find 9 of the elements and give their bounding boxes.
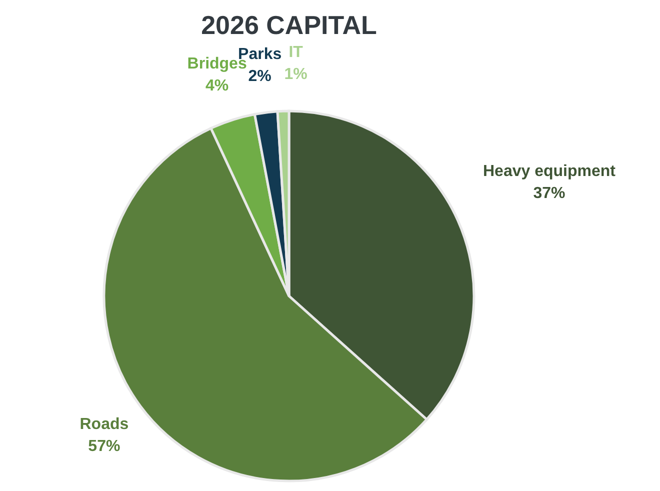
data-label: 57% xyxy=(88,438,120,455)
data-label: 4% xyxy=(206,77,229,94)
chart-title: 2026 CAPITAL xyxy=(201,10,378,40)
data-label: 1% xyxy=(284,66,308,84)
slice-label: Roads xyxy=(80,416,129,433)
slice-label: IT xyxy=(288,44,304,62)
data-label: 37% xyxy=(533,184,566,202)
data-label: 2% xyxy=(248,68,272,85)
slice-label: Heavy equipment xyxy=(483,162,616,180)
